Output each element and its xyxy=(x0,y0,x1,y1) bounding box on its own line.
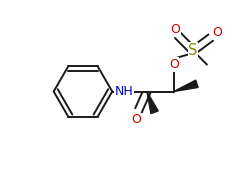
Polygon shape xyxy=(147,92,158,114)
Text: O: O xyxy=(212,26,222,39)
Text: S: S xyxy=(188,43,198,58)
Text: NH: NH xyxy=(114,85,133,98)
Polygon shape xyxy=(174,80,198,92)
Text: O: O xyxy=(170,23,180,36)
Text: O: O xyxy=(169,58,179,71)
Text: O: O xyxy=(131,113,141,127)
